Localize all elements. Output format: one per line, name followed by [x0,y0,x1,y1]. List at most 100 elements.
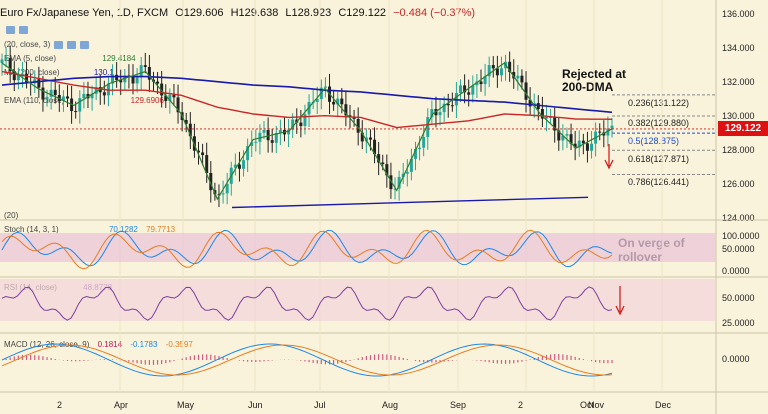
stoch-d-line [1,229,613,270]
candle-body [598,131,602,133]
eye-icon[interactable] [54,40,64,49]
candle-body [422,137,426,148]
ma200-label: MA (200, close) [4,68,60,77]
candle-body [172,94,176,98]
candle-body [594,131,598,144]
support-trendline [231,196,589,209]
candle-body [315,98,319,102]
macd-label: MACD (12, 26, close, 9) [4,340,90,349]
candle-body [184,120,188,124]
candle-body [499,68,503,76]
ma200-value: 130.1 [93,68,114,77]
candle-body [467,92,471,95]
settings-toggle-icon[interactable] [19,25,28,34]
price-tick-134: 134.000 [722,43,755,53]
candle-body [344,104,348,116]
candle-body [524,82,528,100]
candle-body [389,175,393,190]
high-value: H129.638 [230,7,279,19]
legend-ema5[interactable]: EMA (5, close) 129.4184 [4,54,136,63]
candle-body [569,134,573,144]
legend-ma200[interactable]: MA (200, close) 130.1 [4,68,114,77]
legend-macd[interactable]: MACD (12, 26, close, 9) 0.1814 -0.1783 -… [4,340,193,349]
close-value: C129.122 [338,7,387,19]
candle-body [209,173,213,191]
rollover-annotation: On verge of rollover [618,236,685,264]
candle-body [360,132,364,142]
candle-body [471,85,475,95]
macd-signal-line [1,344,613,376]
candle-body [401,173,405,177]
candle-body [139,65,143,78]
candle-body [168,94,172,101]
close-icon[interactable] [80,40,90,49]
month-label: Aug [382,400,399,410]
candle-body [123,75,127,83]
candle-body [434,109,438,116]
candle-body [307,102,311,115]
stoch-d-value: 79.7713 [146,225,176,234]
month-label: 2 [518,400,524,410]
candle-body [332,101,336,105]
candle-body [565,134,569,136]
candle-body [516,75,520,79]
candle-body [102,92,106,96]
down-arrow-head [615,305,625,316]
candle-body [205,155,209,174]
candle-body [201,152,205,156]
price-tick-132: 132.000 [722,77,755,87]
fib-label-0786: 0.786(126.441) [628,177,690,187]
candle-body [291,119,295,130]
candle-body [454,93,458,106]
candle-body [287,129,291,135]
candle-body [160,83,164,96]
month-label: Apr [114,400,129,410]
month-label: Jun [248,400,263,410]
candle-body [385,164,389,176]
candle-body [573,143,577,148]
candle-body [242,160,246,169]
bb-params: (20) [4,211,19,220]
candle-body [164,95,168,101]
candle-body [459,85,463,94]
candle-body [328,86,332,102]
candle-body [438,112,442,116]
gear-icon[interactable] [67,40,77,49]
candle-body [336,98,340,105]
legend-toggle-row [4,25,30,34]
visibility-toggle-icon[interactable] [6,25,15,34]
ema5-label: EMA (5, close) [4,54,57,63]
candle-body [197,150,201,153]
candle-body [479,81,483,85]
candle-body [270,140,274,143]
ema110-label: EMA (110, close) [4,96,65,105]
candle-body [409,158,413,172]
price-tick-128: 128.000 [722,145,755,155]
legend-rsi[interactable]: RSI (14, close) 48.8778 [4,283,112,292]
legend-bb[interactable]: (20) [4,211,18,220]
month-label: Oct [580,400,595,410]
candle-body [303,114,307,127]
month-label: Nov [588,400,605,410]
legend-stoch[interactable]: Stoch (14, 3, 1) 70.1282 79.7713 [4,225,175,234]
candle-body [229,167,233,184]
legend-ema110[interactable]: EMA (110, close) 129.6906 [4,96,164,105]
candle-body [262,130,266,133]
candle-body [213,190,217,195]
change-value: −0.484 (−0.37%) [393,7,476,19]
candle-body [266,130,270,141]
candle-body [53,89,57,96]
candle-body [364,137,368,142]
current-price-badge: 129.122 [718,121,768,136]
stoch-tick-0: 0.0000 [722,266,750,276]
stoch-band [0,233,716,262]
candle-body [233,164,237,168]
symbol-title[interactable]: Euro Fx/Japanese Yen, 1D, FXCM [0,7,169,19]
source-params[interactable]: (20, close, 3) [4,40,51,49]
price-tick-130: 130.000 [722,111,755,121]
price-tick-124: 124.000 [722,213,755,223]
candle-body [508,61,512,72]
candle-body [450,105,454,107]
candle-body [483,76,487,85]
